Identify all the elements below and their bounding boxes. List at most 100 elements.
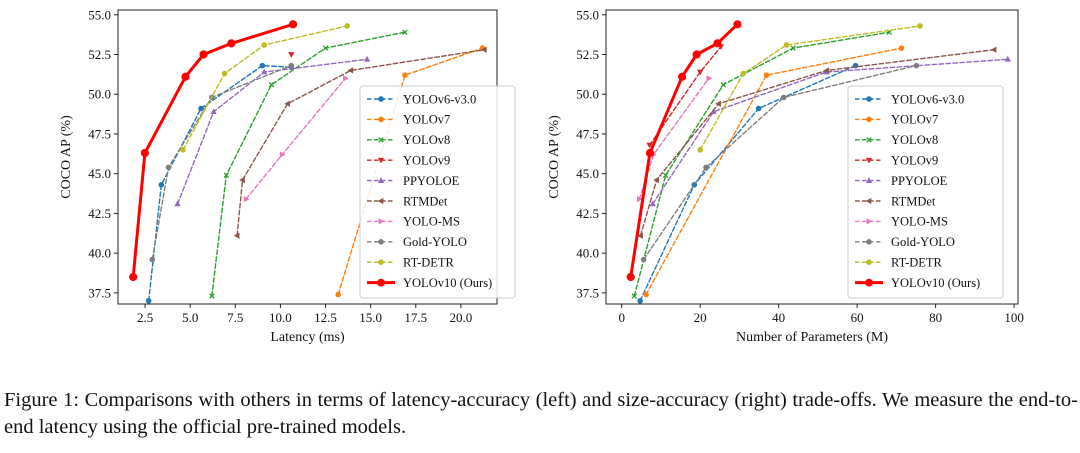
right-series-line-rt-detr	[699, 25, 921, 151]
right-y-tick-label: 42.5	[576, 206, 599, 221]
right-plot-area	[626, 20, 1011, 304]
left-legend-item-rt-detr: RT-DETR	[367, 256, 455, 270]
right-data-point-yolo-ms	[637, 195, 643, 203]
right-data-point-yolov8	[662, 172, 669, 179]
left-data-point-yolov6-v3-0	[198, 105, 204, 112]
right-legend-marker	[866, 96, 872, 102]
left-x-tick-label: 7.5	[227, 310, 243, 325]
left-y-tick-label: 40.0	[88, 246, 111, 261]
left-data-point-ppyoloe	[363, 55, 371, 62]
left-legend-marker	[377, 278, 385, 287]
left-y-tick-label: 45.0	[88, 166, 111, 181]
right-legend-label: YOLO-MS	[891, 215, 948, 229]
right-legend-label: YOLOv6-v3.0	[891, 92, 964, 106]
right-data-point-yolov9	[646, 142, 653, 149]
left-y-tick-label: 42.5	[88, 206, 111, 221]
right-y-tick-label: 47.5	[576, 126, 599, 141]
right-series-rt-detr	[697, 23, 923, 153]
right-data-point-rtmdet	[653, 176, 659, 184]
left-series-line-yolov10-ours	[131, 22, 295, 279]
right-data-point-yolov10-ours	[626, 272, 635, 282]
right-legend-marker	[865, 278, 873, 287]
right-legend: YOLOv6-v3.0 YOLOv7 YOLOv8 YOLOv9 PPYOLOE RTMD…	[847, 85, 1004, 299]
right-legend-marker	[866, 259, 872, 266]
left-series-yolov8	[209, 29, 408, 299]
left-x-tick-label: 5.0	[182, 310, 198, 325]
left-y-axis-label: COCO AP (%)	[59, 115, 74, 199]
left-legend-item-yolov8: YOLOv8	[367, 133, 450, 147]
right-series-line-yolov7	[645, 47, 903, 296]
left-legend-marker	[377, 177, 385, 183]
left-series-line-ppyoloe	[176, 58, 368, 205]
right-legend-marker	[865, 177, 873, 183]
left-data-point-yolov10-ours	[129, 272, 138, 282]
left-data-point-yolo-ms	[243, 195, 250, 203]
left-data-point-rtmdet	[233, 232, 240, 239]
left-y-tick-label: 47.5	[88, 126, 111, 141]
right-series-gold-yolo	[640, 62, 920, 263]
left-x-axis-label: Latency (ms)	[270, 330, 345, 345]
left-x-tick-label: 17.5	[404, 310, 427, 325]
left-data-point-yolov6-v3-0	[259, 62, 266, 69]
left-data-point-ppyoloe	[174, 200, 181, 207]
left-data-point-yolov6-v3-0	[145, 298, 152, 304]
left-data-point-yolo-ms	[279, 151, 286, 158]
left-data-point-rtmdet	[239, 176, 245, 184]
right-data-point-rt-detr	[740, 70, 747, 77]
right-data-point-rt-detr	[697, 147, 703, 153]
left-y-tick-label: 52.5	[88, 47, 111, 62]
right-y-tick-label: 55.0	[576, 7, 599, 22]
right-legend-item-yolov9: YOLOv9	[855, 154, 938, 168]
right-legend-label: RTMDet	[891, 194, 936, 208]
right-data-point-yolov6-v3-0	[755, 105, 762, 112]
right-legend-label: PPYOLOE	[891, 174, 948, 188]
right-data-point-rtmdet	[715, 100, 721, 107]
right-series-yolov10-ours	[626, 20, 742, 282]
right-legend-box	[847, 85, 1004, 299]
right-data-point-yolov10-ours	[733, 20, 742, 29]
right-data-point-yolov10-ours	[692, 50, 701, 59]
right-y-tick-label: 50.0	[576, 87, 599, 102]
right-data-point-yolov7	[763, 72, 770, 78]
left-data-point-yolov10-ours	[181, 72, 190, 81]
left-legend-label: YOLO-MS	[403, 215, 460, 229]
right-data-point-rtmdet	[637, 232, 643, 239]
right-y-axis-label: COCO AP (%)	[547, 115, 562, 199]
right-data-point-yolov7	[898, 45, 905, 51]
left-legend-label: YOLOv10 (Ours)	[403, 276, 492, 290]
right-data-point-yolov6-v3-0	[637, 298, 643, 304]
left-plot-area	[129, 20, 487, 304]
left-legend-marker	[378, 137, 384, 143]
left-legend-marker	[378, 116, 384, 123]
left-legend-label: Gold-YOLO	[403, 235, 467, 249]
right-data-point-gold-yolo	[640, 256, 647, 263]
left-data-point-ppyoloe	[261, 68, 268, 75]
right-data-point-gold-yolo	[780, 94, 787, 101]
left-x-tick-label: 20.0	[450, 310, 473, 325]
figure-caption: Figure 1: Comparisons with others in ter…	[4, 389, 1078, 438]
left-data-point-gold-yolo	[149, 256, 156, 263]
left-data-point-rtmdet	[284, 100, 290, 107]
right-x-tick-label: 0	[618, 310, 625, 325]
right-legend-label: Gold-YOLO	[891, 235, 955, 249]
right-series-rtmdet	[637, 46, 997, 239]
left-legend-item-yolov7: YOLOv7	[367, 113, 450, 127]
left-x-tick-label: 12.5	[314, 310, 337, 325]
right-x-tick-label: 100	[1004, 310, 1024, 325]
left-legend-item-gold-yolo: Gold-YOLO	[367, 235, 467, 249]
right-y-tick-label: 40.0	[576, 246, 599, 261]
right-legend-marker	[866, 218, 873, 225]
left-data-point-yolov7	[402, 72, 408, 78]
right-legend-item-yolov8: YOLOv8	[855, 133, 938, 147]
right-series-line-ppyoloe	[652, 58, 1009, 205]
right-data-point-yolov9	[697, 69, 704, 76]
left-data-point-ppyoloe	[210, 108, 217, 115]
right-x-tick-label: 60	[851, 310, 864, 325]
left-data-point-gold-yolo	[165, 164, 172, 171]
right-legend-label: YOLOv10 (Ours)	[891, 276, 980, 290]
right-series-line-gold-yolo	[643, 64, 918, 261]
left-series-yolov9	[288, 52, 295, 58]
left-legend-box	[359, 85, 516, 299]
